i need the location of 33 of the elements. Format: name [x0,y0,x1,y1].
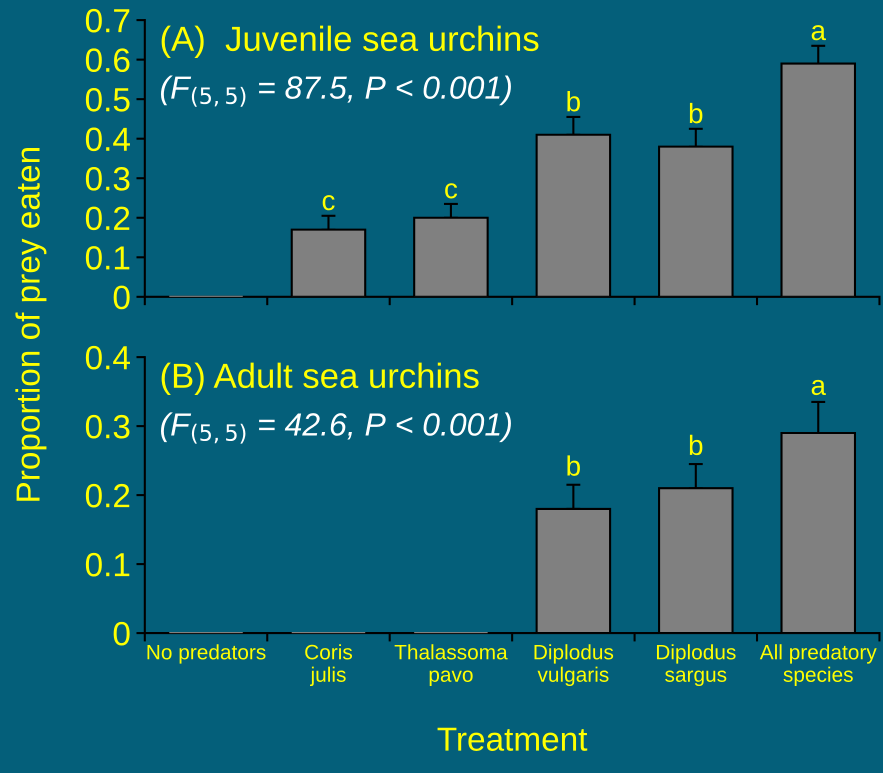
y-tick-label: 0.2 [86,484,130,508]
y-tick-label: 0.4 [86,346,130,370]
x-tick-label: Coris julis [305,644,352,686]
y-tick-label: 0.6 [86,48,130,72]
x-tick-label: Diplodus sargus [656,644,736,686]
y-tick-label: 0.2 [86,206,130,230]
x-tick-label: No predators [148,644,266,664]
chart-title: (B) Adult sea urchins [162,362,479,395]
y-tick-label: 0.5 [86,88,130,112]
annotation: a [812,25,826,40]
annotation: a [812,380,826,396]
y-tick-label: 0.7 [86,8,130,33]
x-tick-label: Thalassoma pavo [394,644,508,686]
annotation: c [445,183,458,198]
y-tick-label: 0.1 [86,246,130,270]
annotation: c [322,195,335,210]
y-tick-label: 0 [114,622,130,646]
annotation: b [690,434,702,456]
annotation: b [567,91,580,112]
annotation: b [690,102,702,124]
x-axis-title: Treatment [438,728,588,751]
chart-title: (A) Juvenile sea urchins [162,26,538,58]
y-tick-label: 0.1 [86,552,130,577]
y-tick-label: 0.3 [86,167,130,191]
y-tick-label: 0.3 [86,414,130,439]
y-tick-label: 0 [114,286,130,310]
y-axis-title: Proportion of prey eaten [15,148,46,501]
x-tick-label: All predatory species [760,644,877,686]
text: (F$_{(5,5)}$ = 42.6, P < 0.001) [161,412,511,444]
text: (F$_{(5,5)}$ = 87.5, P < 0.001) [161,75,511,107]
x-tick-label: Diplodus vulgaris [534,644,614,686]
y-tick-label: 0.4 [86,128,130,152]
annotation: b [567,455,580,476]
